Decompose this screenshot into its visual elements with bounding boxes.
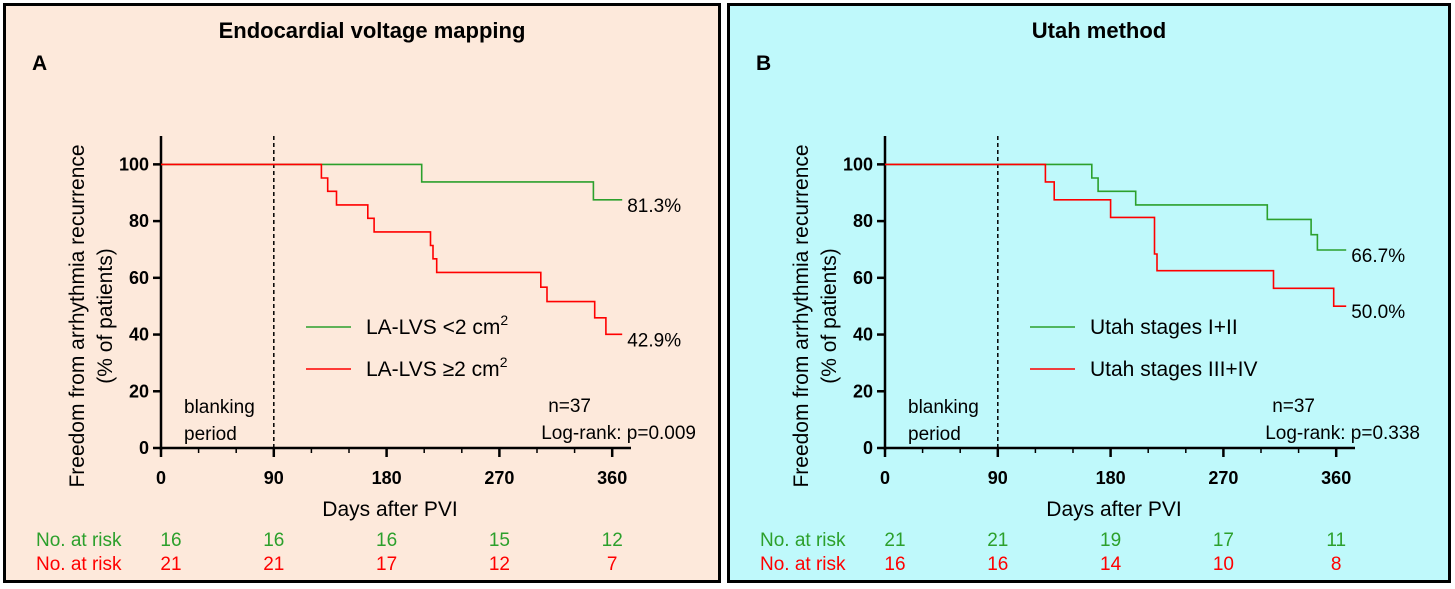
risk-value: 11 — [1326, 530, 1346, 551]
y-tick-label: 40 — [129, 325, 149, 345]
legend-label-text: Utah stages III+IV — [1090, 358, 1258, 381]
series-line-0 — [161, 163, 623, 201]
series-line-0 — [885, 163, 1347, 251]
logrank-text: Log-rank: p=0.338 — [1265, 423, 1420, 444]
blanking-text: period — [184, 424, 237, 445]
risk-row-label: No. at risk — [36, 554, 122, 575]
risk-value: 10 — [1213, 554, 1234, 575]
legend-label-1: Utah stages III+IV — [1090, 358, 1258, 381]
legend-label-1: LA-LVS ≥2 cm2 — [366, 354, 508, 381]
km-chart-a: Endocardial voltage mappingA020406080100… — [32, 18, 696, 575]
n-text: n=37 — [1272, 396, 1315, 417]
risk-value: 7 — [607, 554, 618, 575]
x-tick-label: 0 — [156, 468, 166, 488]
x-tick-label: 360 — [597, 468, 627, 488]
risk-value: 16 — [884, 554, 905, 575]
risk-value: 19 — [1100, 530, 1121, 551]
risk-value: 21 — [987, 530, 1008, 551]
risk-value: 16 — [263, 530, 284, 551]
legend-label-text: LA-LVS ≥2 cm — [366, 358, 500, 381]
blanking-text: blanking — [908, 397, 979, 418]
legend-label-0: LA-LVS <2 cm2 — [366, 312, 508, 339]
blanking-text: blanking — [184, 397, 255, 418]
legend-label-0: Utah stages I+II — [1090, 316, 1238, 339]
logrank-text: Log-rank: p=0.009 — [541, 423, 696, 444]
y-tick-label: 100 — [119, 154, 149, 174]
y-tick-label: 60 — [129, 268, 149, 288]
y-axis-label: Freedom from arrhythmia recurrence — [790, 144, 813, 487]
risk-value: 21 — [884, 530, 905, 551]
risk-row-label: No. at risk — [760, 530, 846, 551]
y-axis-label-2: (% of patients) — [94, 248, 117, 383]
legend-label-text: LA-LVS <2 cm — [366, 316, 500, 339]
risk-value: 16 — [987, 554, 1008, 575]
risk-value: 8 — [1331, 554, 1342, 575]
x-tick-label: 180 — [1096, 468, 1126, 488]
panel-label: B — [756, 52, 771, 75]
n-text: n=37 — [548, 396, 591, 417]
risk-value: 12 — [489, 554, 510, 575]
y-tick-label: 20 — [853, 381, 873, 401]
km-chart-b: Utah method B 0 20 40 60 80 100 0 90 180 270 360 Free… — [756, 18, 1420, 575]
end-label-0: 81.3% — [627, 196, 681, 217]
y-tick-label: 80 — [129, 211, 149, 231]
panel-b: Utah method B 0 20 40 60 80 100 0 90 180 270 360 Free… — [727, 3, 1451, 583]
end-label-1: 42.9% — [627, 330, 681, 351]
x-tick-label: 90 — [988, 468, 1008, 488]
x-axis-label: Days after PVI — [322, 498, 457, 521]
x-tick-label: 360 — [1321, 468, 1351, 488]
x-tick-label: 180 — [372, 468, 402, 488]
y-tick-label: 40 — [853, 325, 873, 345]
x-tick-label: 270 — [1208, 468, 1238, 488]
risk-value: 21 — [263, 554, 284, 575]
series-line-1 — [161, 163, 623, 336]
y-tick-label: 20 — [129, 381, 149, 401]
x-tick-label: 270 — [484, 468, 514, 488]
end-label-0: 66.7% — [1351, 246, 1405, 267]
series-line-1 — [885, 163, 1347, 308]
risk-value: 12 — [602, 530, 623, 551]
risk-value: 14 — [1100, 554, 1122, 575]
risk-value: 17 — [1213, 530, 1234, 551]
y-tick-label: 80 — [853, 211, 873, 231]
y-tick-label: 0 — [139, 438, 149, 458]
y-tick-label: 100 — [843, 154, 873, 174]
risk-value: 17 — [376, 554, 397, 575]
y-tick-label: 0 — [863, 438, 873, 458]
x-axis-label: Days after PVI — [1046, 498, 1181, 521]
panel-label: A — [32, 52, 47, 75]
legend-label-sup: 2 — [500, 354, 508, 370]
y-axis-label: Freedom from arrhythmia recurrence — [66, 144, 89, 487]
risk-row-label: No. at risk — [36, 530, 122, 551]
risk-value: 16 — [376, 530, 397, 551]
y-axis-label-2: (% of patients) — [818, 248, 841, 383]
legend-label-sup: 2 — [500, 312, 508, 328]
risk-value: 16 — [160, 530, 181, 551]
end-label-1: 50.0% — [1351, 302, 1405, 323]
blanking-text: period — [908, 424, 961, 445]
chart-title: Utah method — [1032, 18, 1166, 43]
x-tick-label: 0 — [880, 468, 890, 488]
legend-label-text: Utah stages I+II — [1090, 316, 1238, 339]
x-tick-label: 90 — [264, 468, 284, 488]
risk-value: 21 — [160, 554, 181, 575]
risk-value: 15 — [489, 530, 510, 551]
y-tick-label: 60 — [853, 268, 873, 288]
panel-a: Endocardial voltage mapping A 0 20 40 60 80 100… — [3, 3, 721, 583]
chart-title: Endocardial voltage mapping — [219, 18, 526, 43]
risk-row-label: No. at risk — [760, 554, 846, 575]
